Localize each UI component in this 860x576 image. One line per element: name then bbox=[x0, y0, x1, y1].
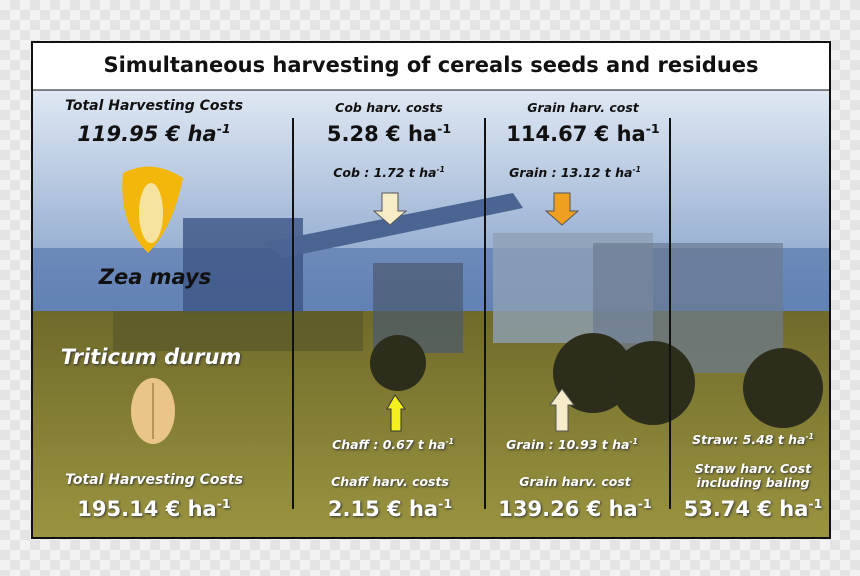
title: Simultaneous harvesting of cereals seeds… bbox=[103, 53, 759, 77]
yield: Cob : 1.72 t ha-1 bbox=[333, 165, 445, 180]
yield: Grain : 10.93 t ha-1 bbox=[506, 437, 638, 452]
superscript: -1 bbox=[437, 121, 452, 136]
label: Grain harv. cost bbox=[519, 474, 631, 489]
superscript: -1 bbox=[445, 437, 454, 446]
label: including baling bbox=[696, 475, 810, 490]
superscript: -1 bbox=[216, 496, 231, 511]
infographic: Simultaneous harvesting of cereals seeds… bbox=[31, 41, 831, 539]
label: Grain harv. cost bbox=[527, 100, 639, 115]
text: 195.14 € ha bbox=[77, 497, 217, 521]
label: Total Harvesting Costs bbox=[65, 98, 243, 114]
text: Chaff : 0.67 t ha bbox=[332, 437, 446, 453]
species: Zea mays bbox=[98, 265, 212, 289]
value: 195.14 € ha-1 bbox=[77, 496, 230, 521]
yield: Grain : 13.12 t ha-1 bbox=[509, 165, 641, 180]
label: Straw harv. Cost bbox=[694, 461, 812, 476]
text: 139.26 € ha bbox=[498, 497, 638, 521]
value: 114.67 € ha-1 bbox=[506, 121, 659, 146]
superscript: -1 bbox=[637, 496, 652, 511]
superscript: -1 bbox=[632, 165, 641, 174]
value: 53.74 € ha-1 bbox=[684, 496, 823, 521]
label: Total Harvesting Costs bbox=[65, 472, 243, 488]
superscript: -1 bbox=[438, 496, 453, 511]
superscript: -1 bbox=[808, 496, 823, 511]
text: Grain : 10.93 t ha bbox=[506, 437, 630, 453]
value: 119.95 € ha-1 bbox=[77, 121, 230, 146]
label: Chaff harv. costs bbox=[331, 474, 449, 489]
text: 53.74 € ha bbox=[683, 497, 809, 521]
value: 139.26 € ha-1 bbox=[498, 496, 651, 521]
value: 2.15 € ha-1 bbox=[328, 496, 452, 521]
text: 114.67 € ha bbox=[506, 122, 646, 146]
yield: Straw: 5.48 t ha-1 bbox=[692, 432, 814, 447]
superscript: -1 bbox=[216, 121, 231, 136]
background bbox=[33, 43, 829, 537]
text: 119.95 € ha bbox=[77, 122, 217, 146]
superscript: -1 bbox=[805, 432, 814, 441]
yield: Chaff : 0.67 t ha-1 bbox=[332, 437, 454, 452]
text: Grain : 13.12 t ha bbox=[509, 165, 633, 181]
text: 5.28 € ha bbox=[326, 122, 438, 146]
superscript: -1 bbox=[629, 437, 638, 446]
text: Straw: 5.48 t ha bbox=[692, 432, 806, 448]
value: 5.28 € ha-1 bbox=[327, 121, 451, 146]
text: 2.15 € ha bbox=[327, 497, 439, 521]
superscript: -1 bbox=[436, 165, 445, 174]
label: Cob harv. costs bbox=[335, 100, 443, 115]
species: Triticum durum bbox=[60, 345, 242, 369]
superscript: -1 bbox=[645, 121, 660, 136]
text: Cob : 1.72 t ha bbox=[333, 165, 437, 181]
